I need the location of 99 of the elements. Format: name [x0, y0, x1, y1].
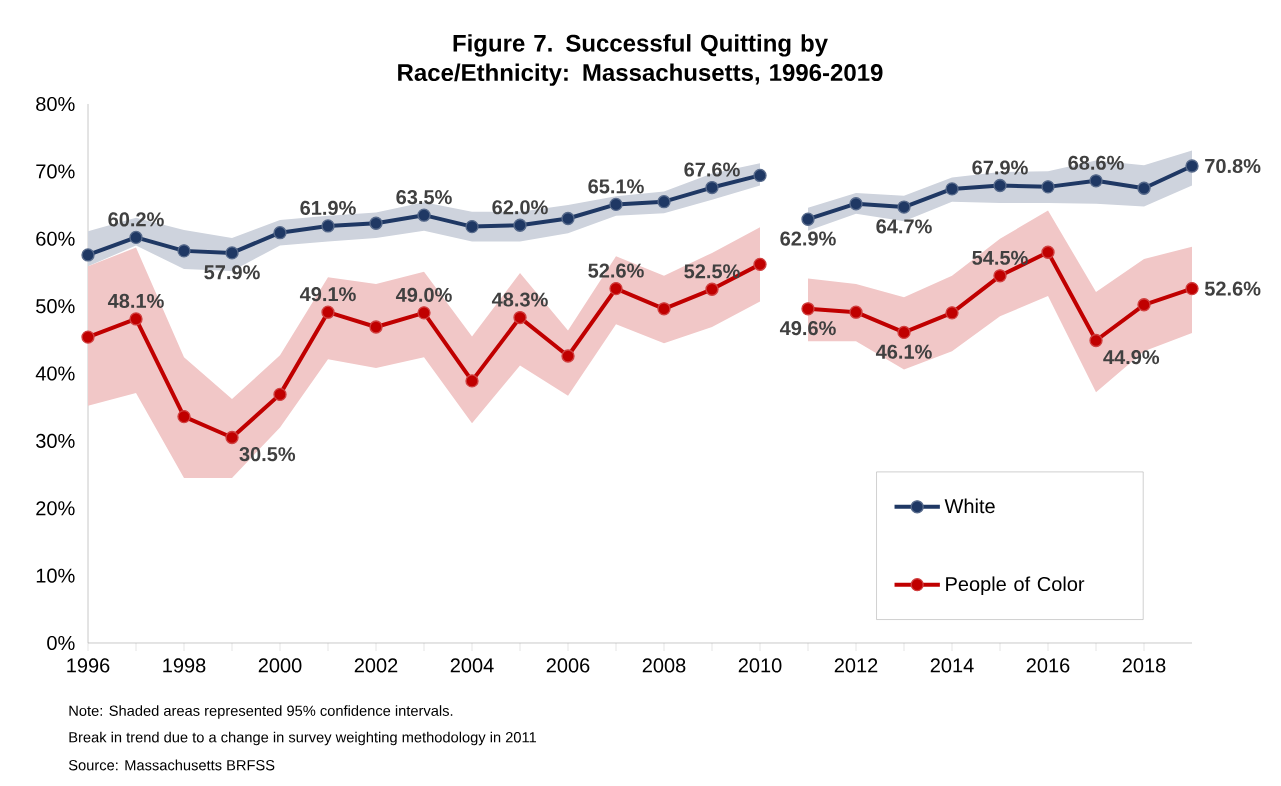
- point: [801, 302, 815, 316]
- point: [321, 305, 335, 319]
- y-tick-label: 10%: [36, 568, 75, 583]
- data-label: 62.0%: [492, 200, 548, 215]
- point: [129, 312, 143, 326]
- data-label: 52.5%: [684, 264, 740, 279]
- point: [849, 305, 863, 319]
- x-tick-label: 2014: [930, 658, 974, 673]
- x-tick-label: 1996: [67, 658, 110, 673]
- point: [81, 330, 95, 344]
- point: [273, 226, 287, 240]
- data-label: 48.3%: [491, 292, 548, 307]
- data-label: 44.9%: [1103, 350, 1160, 365]
- data-label: 67.9%: [972, 160, 1028, 175]
- point: [177, 409, 191, 424]
- data-label: 60.2%: [108, 212, 164, 227]
- y-tick-label: 30%: [36, 433, 75, 448]
- source-note: Source: Massachusetts BRFSS: [68, 759, 275, 771]
- x-tick-label: 2006: [546, 658, 590, 673]
- data-label: 52.6%: [588, 263, 644, 278]
- point: [561, 211, 575, 226]
- point: [1137, 298, 1151, 312]
- point: [609, 281, 623, 296]
- y-tick-label: 20%: [36, 501, 75, 516]
- point: [561, 349, 575, 363]
- y-tick-label: 50%: [36, 299, 75, 314]
- point: [177, 244, 191, 258]
- text: Note: Shaded areas represented 95% confidence intervals.: [69, 705, 453, 719]
- legend-label: People of Color: [946, 576, 1085, 596]
- data-label: 64.7%: [876, 219, 932, 234]
- x-tick-label: 1998: [163, 658, 206, 673]
- point: [1041, 245, 1055, 259]
- data-label: 70.8%: [1205, 158, 1261, 174]
- y-tick-label: 0%: [47, 635, 75, 651]
- point: [897, 200, 911, 214]
- data-label: 46.1%: [875, 344, 932, 359]
- y-tick-label: 40%: [35, 366, 75, 381]
- point: [993, 178, 1007, 193]
- point: [1089, 333, 1103, 348]
- data-label: 49.1%: [299, 287, 356, 302]
- point: [465, 374, 479, 388]
- data-label: 68.6%: [1068, 155, 1124, 170]
- point: [753, 257, 767, 272]
- point: [1185, 159, 1199, 173]
- y-tick-label: 60%: [36, 231, 75, 246]
- data-label: 62.9%: [780, 231, 836, 246]
- x-tick-label: 2018: [1122, 658, 1166, 673]
- x-tick-label: 2012: [834, 658, 878, 673]
- y-tick-label: 80%: [36, 96, 75, 112]
- data-label: 49.6%: [779, 321, 836, 336]
- data-label: 49.0%: [395, 287, 452, 302]
- point: [417, 208, 431, 222]
- point: [801, 212, 815, 226]
- point: [897, 325, 911, 340]
- data-label: 52.6%: [1204, 281, 1261, 296]
- point: [657, 302, 671, 316]
- point: [513, 218, 527, 232]
- point: [849, 197, 863, 211]
- x-tick-label: 2008: [642, 658, 686, 673]
- point: [369, 216, 383, 230]
- point: [945, 182, 959, 196]
- point: [705, 180, 719, 195]
- point: [1137, 181, 1151, 195]
- data-label: 54.5%: [972, 250, 1028, 265]
- point: [417, 306, 431, 320]
- legend-label: White: [944, 498, 995, 514]
- point: [609, 197, 623, 212]
- point: [369, 320, 383, 334]
- point: [657, 195, 671, 209]
- point: [321, 219, 335, 233]
- x-tick-label: 2016: [1026, 658, 1070, 673]
- point: [1185, 281, 1199, 296]
- x-tick-label: 2000: [258, 658, 302, 673]
- point: [1041, 180, 1055, 194]
- point: [465, 219, 479, 234]
- data-label: 61.9%: [300, 200, 356, 215]
- point: [129, 230, 143, 245]
- x-tick-label: 2010: [738, 658, 782, 673]
- text: Break in trend due to a change in survey weighting methodology in 2011: [69, 731, 537, 746]
- data-label: 30.5%: [239, 447, 296, 462]
- x-tick-label: 2002: [354, 658, 398, 673]
- data-label: 57.9%: [204, 265, 260, 280]
- data-label: 48.1%: [107, 293, 164, 308]
- point: [705, 282, 719, 296]
- data-label: 67.6%: [684, 162, 740, 177]
- point: [1089, 174, 1103, 188]
- x-tick-label: 2004: [450, 658, 494, 673]
- point: [273, 387, 287, 402]
- point: [945, 306, 959, 320]
- point: [225, 246, 239, 260]
- data-label: 65.1%: [588, 179, 644, 194]
- chart-title: Figure 7. Successful Quitting by Race/Ethnicity: Massachusetts, 1996-2019: [398, 34, 883, 86]
- point: [81, 248, 95, 262]
- point: [225, 430, 239, 445]
- y-tick-label: 70%: [36, 164, 75, 179]
- point: [513, 310, 527, 325]
- point: [753, 168, 767, 183]
- point: [993, 269, 1007, 283]
- data-label: 63.5%: [396, 190, 452, 205]
